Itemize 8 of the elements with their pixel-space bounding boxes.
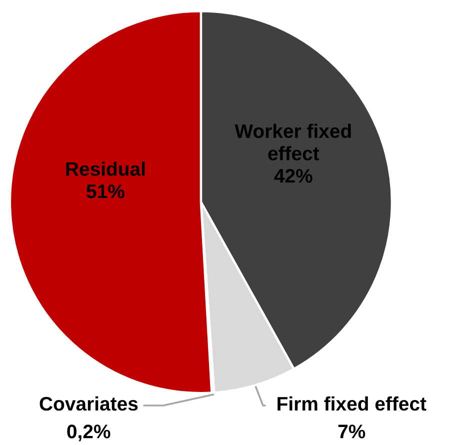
- data-label: 42%: [274, 168, 312, 183]
- data-label: 7%: [338, 424, 366, 438]
- slice-label: Firm fixed effect: [278, 396, 426, 411]
- slice-label: Residual: [66, 162, 145, 176]
- data-label: 51%: [86, 184, 124, 198]
- slice-label: Covariates: [40, 396, 138, 411]
- slice-label: Worker fixed effect: [234, 124, 351, 160]
- data-label: 0,2%: [67, 424, 110, 442]
